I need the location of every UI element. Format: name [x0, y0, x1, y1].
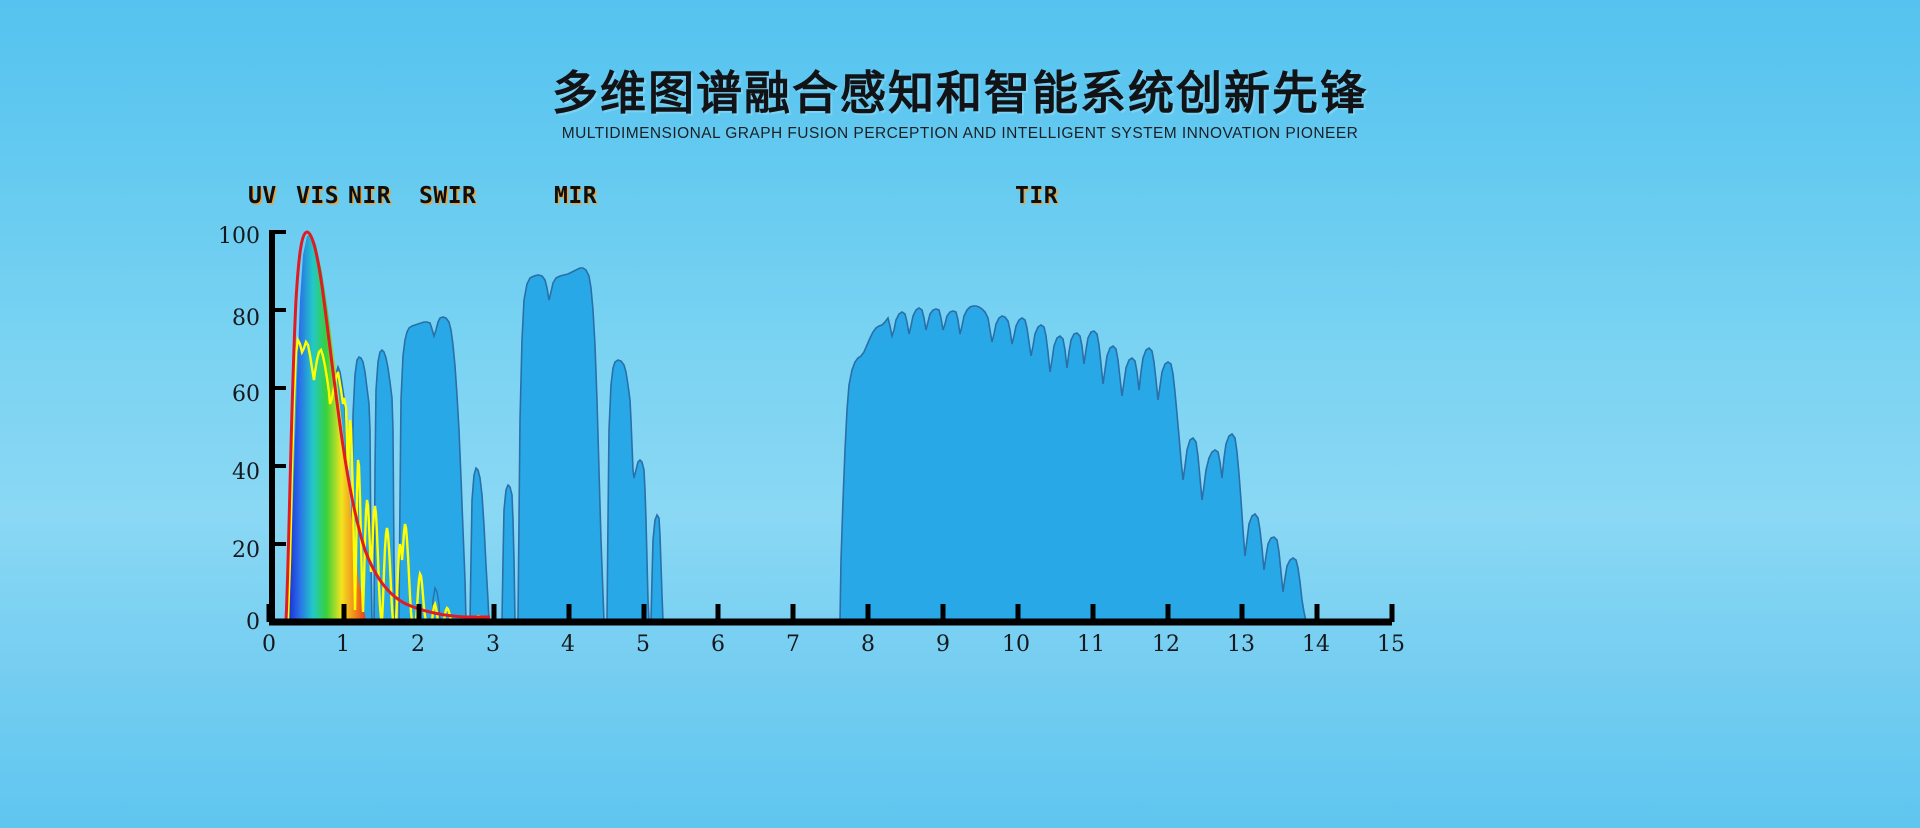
- solar-irradiance-curve: [286, 336, 491, 623]
- x-tick-label-1: 1: [336, 632, 350, 657]
- band-label-vis: VIS: [296, 183, 340, 209]
- x-tick-label-9: 9: [936, 632, 950, 657]
- x-tick-label-14: 14: [1302, 632, 1330, 657]
- x-tick-label-7: 7: [786, 632, 800, 657]
- x-tick-label-2: 2: [411, 632, 425, 657]
- plot-axes: [266, 230, 1395, 626]
- x-tick-label-10: 10: [1002, 632, 1030, 657]
- y-tick-label-80: 80: [232, 306, 260, 331]
- y-tick-label-60: 60: [232, 382, 260, 407]
- y-tick-label-100: 100: [218, 224, 260, 249]
- blackbody-curve: [284, 230, 490, 622]
- band-label-mir: MIR: [554, 183, 598, 209]
- page-title: 多维图谱融合感知和智能系统创新先锋: [552, 66, 1368, 120]
- band-label-nir: NIR: [348, 183, 392, 209]
- transmission-window-tir: [839, 305, 1307, 622]
- page-subtitle: MULTIDIMENSIONAL GRAPH FUSION PERCEPTION…: [561, 125, 1359, 142]
- x-tick-label-12: 12: [1152, 632, 1180, 657]
- y-tick-label-0: 0: [246, 610, 260, 635]
- x-tick-label-0: 0: [262, 632, 276, 657]
- band-label-tir: TIR: [1015, 183, 1059, 209]
- transmission-window-mir-b: [606, 359, 664, 622]
- band-label-swir: SWIR: [419, 183, 477, 209]
- transmission-window-mir-a: [501, 267, 605, 622]
- y-tick-label-40: 40: [232, 460, 260, 485]
- x-tick-label-3: 3: [486, 632, 500, 657]
- band-label-uv: UV: [248, 183, 277, 209]
- x-tick-label-8: 8: [861, 632, 875, 657]
- x-tick-label-13: 13: [1227, 632, 1255, 657]
- x-tick-label-11: 11: [1077, 632, 1105, 657]
- x-tick-label-6: 6: [711, 632, 725, 657]
- y-tick-label-20: 20: [232, 538, 260, 563]
- x-tick-label-5: 5: [636, 632, 650, 657]
- transmission-areas: [287, 267, 1307, 622]
- x-tick-label-15: 15: [1377, 632, 1405, 657]
- x-tick-label-4: 4: [561, 632, 575, 657]
